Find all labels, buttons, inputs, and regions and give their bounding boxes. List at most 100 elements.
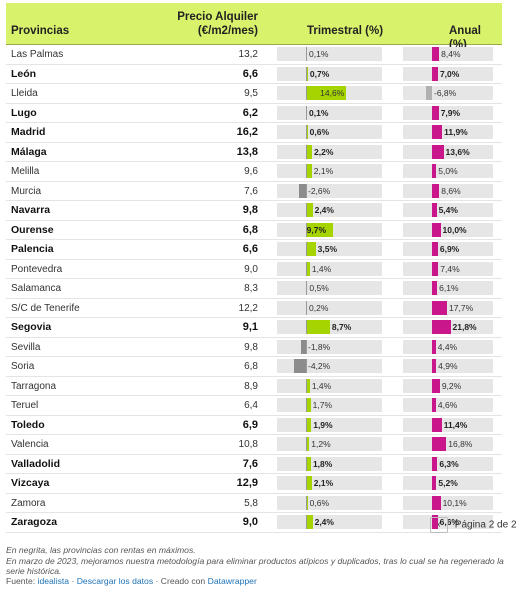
anual-bar bbox=[432, 281, 438, 295]
anual-bar bbox=[432, 47, 440, 61]
precio-value: 6,6 bbox=[242, 67, 258, 80]
anual-label: 13,6% bbox=[445, 146, 470, 157]
trimestral-bar bbox=[306, 261, 310, 276]
trimestral-label: -4,2% bbox=[308, 361, 331, 371]
anual-track: 6,1% bbox=[403, 281, 493, 295]
anual-track: 5,4% bbox=[403, 203, 493, 217]
precio-value: 6,2 bbox=[242, 106, 258, 119]
precio-value: 12,9 bbox=[236, 477, 258, 489]
anual-track: -6,8% bbox=[403, 86, 493, 100]
trimestral-track: -4,2% bbox=[277, 359, 382, 373]
trimestral-label: 1,9% bbox=[313, 419, 333, 430]
trimestral-zero-line bbox=[306, 164, 307, 178]
trimestral-label: -1,8% bbox=[308, 341, 331, 352]
provincia-name: Teruel bbox=[11, 400, 39, 411]
precio-value: 12,2 bbox=[238, 302, 258, 314]
trimestral-label: 2,1% bbox=[313, 166, 334, 176]
trimestral-label: 9,7% bbox=[306, 224, 327, 235]
precio-value: 13,2 bbox=[238, 49, 258, 60]
anual-bar bbox=[432, 66, 438, 81]
anual-label: 4,4% bbox=[437, 341, 458, 352]
anual-label: 6,1% bbox=[439, 283, 459, 293]
trimestral-zero-line bbox=[306, 242, 307, 256]
anual-track: 8,4% bbox=[403, 47, 493, 61]
trimestral-bar bbox=[306, 164, 312, 178]
anual-track: 5,0% bbox=[403, 164, 493, 178]
anual-track: 8,6% bbox=[403, 183, 493, 198]
precio-value: 6,8 bbox=[244, 361, 258, 372]
anual-label: 7,9% bbox=[440, 107, 461, 118]
trimestral-track: 1,4% bbox=[277, 378, 382, 393]
anual-track: 6,6% bbox=[403, 515, 493, 529]
table-row: Zaragoza 9,0 2,4% 6,6% bbox=[6, 513, 502, 533]
anual-track: 17,7% bbox=[403, 300, 493, 315]
footnote-bold-note: En negrita, las provincias con rentas en… bbox=[6, 545, 196, 555]
trimestral-label: 2,4% bbox=[314, 517, 334, 527]
provincia-name: Zamora bbox=[11, 497, 46, 509]
table-body: Las Palmas 13,2 0,1% 8,4% León 6,6 0,7% 7,0% Lle… bbox=[6, 45, 502, 533]
column-header-provincias[interactable]: Provincias bbox=[11, 25, 70, 37]
anual-label: 11,9% bbox=[444, 127, 468, 137]
anual-bar bbox=[432, 105, 439, 120]
trimestral-track: 0,2% bbox=[277, 300, 382, 315]
trimestral-bar bbox=[306, 144, 313, 159]
table-row: Zamora 5,8 0,6% 10,1% bbox=[6, 494, 502, 513]
trimestral-label: 0,2% bbox=[309, 302, 329, 313]
pagination: ‹ Página 2 de 2 bbox=[430, 517, 517, 533]
provincia-name: Melilla bbox=[11, 166, 40, 177]
column-header-precio[interactable]: Precio Alquiler (€/m2/mes) bbox=[148, 10, 258, 38]
trimestral-bar bbox=[306, 242, 316, 256]
table-row: Las Palmas 13,2 0,1% 8,4% bbox=[6, 45, 502, 65]
anual-bar bbox=[432, 515, 438, 529]
created-with-text: · Creado con bbox=[153, 576, 208, 586]
footnote-methodology: En marzo de 2023, mejoramos nuestra meto… bbox=[6, 555, 504, 577]
anual-label: 11,4% bbox=[443, 419, 468, 430]
trimestral-track: 0,1% bbox=[277, 105, 382, 120]
provincia-name: Pontevedra bbox=[11, 263, 63, 275]
chevron-left-icon[interactable]: ‹ bbox=[430, 517, 448, 533]
table-row: Lugo 6,2 0,1% 7,9% bbox=[6, 104, 502, 123]
download-data-link[interactable]: Descargar los datos bbox=[76, 576, 154, 586]
trimestral-bar bbox=[306, 417, 312, 432]
trimestral-zero-line bbox=[306, 222, 307, 237]
table-row: Lleida 9,5 14,6% -6,8% bbox=[6, 84, 502, 104]
trimestral-label: 2,1% bbox=[313, 478, 334, 488]
trimestral-zero-line bbox=[306, 359, 307, 373]
provincia-name: Madrid bbox=[11, 126, 46, 138]
anual-label: -6,8% bbox=[434, 88, 457, 98]
table-header: Provincias Precio Alquiler (€/m2/mes) Tr… bbox=[6, 3, 502, 51]
column-header-trimestral[interactable]: Trimestral (%) bbox=[307, 25, 384, 37]
trimestral-zero-line bbox=[306, 125, 307, 139]
trimestral-track: 1,2% bbox=[277, 437, 382, 451]
precio-value: 16,2 bbox=[236, 126, 258, 138]
datawrapper-link[interactable]: Datawrapper bbox=[207, 576, 257, 586]
trimestral-label: 0,1% bbox=[309, 107, 329, 118]
provincia-name: Salamanca bbox=[11, 283, 62, 294]
trimestral-track: 1,7% bbox=[277, 398, 382, 412]
provincia-name: León bbox=[11, 67, 37, 80]
precio-value: 9,8 bbox=[244, 341, 258, 353]
anual-bar bbox=[432, 437, 447, 451]
provincia-name: Tarragona bbox=[11, 380, 57, 392]
provincia-name: Lugo bbox=[11, 106, 37, 119]
anual-bar bbox=[432, 164, 437, 178]
trimestral-bar bbox=[306, 320, 330, 334]
anual-track: 11,9% bbox=[403, 125, 493, 139]
trimestral-zero-line bbox=[306, 398, 307, 412]
precio-value: 9,8 bbox=[242, 204, 258, 216]
trimestral-label: 1,8% bbox=[312, 458, 333, 469]
trimestral-bar bbox=[306, 398, 311, 412]
trimestral-label: 2,4% bbox=[314, 205, 334, 215]
provincia-name: Navarra bbox=[11, 204, 51, 216]
provincia-name: Lleida bbox=[11, 88, 38, 99]
trimestral-bar bbox=[306, 86, 347, 100]
table-row: Navarra 9,8 2,4% 5,4% bbox=[6, 201, 502, 221]
trimestral-zero-line bbox=[306, 476, 307, 490]
precio-value: 6,4 bbox=[244, 400, 258, 411]
trimestral-track: 0,6% bbox=[277, 125, 382, 139]
anual-bar bbox=[432, 456, 438, 471]
trimestral-bar bbox=[306, 476, 312, 490]
table-row: Segovia 9,1 8,7% 21,8% bbox=[6, 318, 502, 338]
source-link[interactable]: idealista bbox=[37, 576, 70, 586]
trimestral-bar bbox=[306, 203, 313, 217]
